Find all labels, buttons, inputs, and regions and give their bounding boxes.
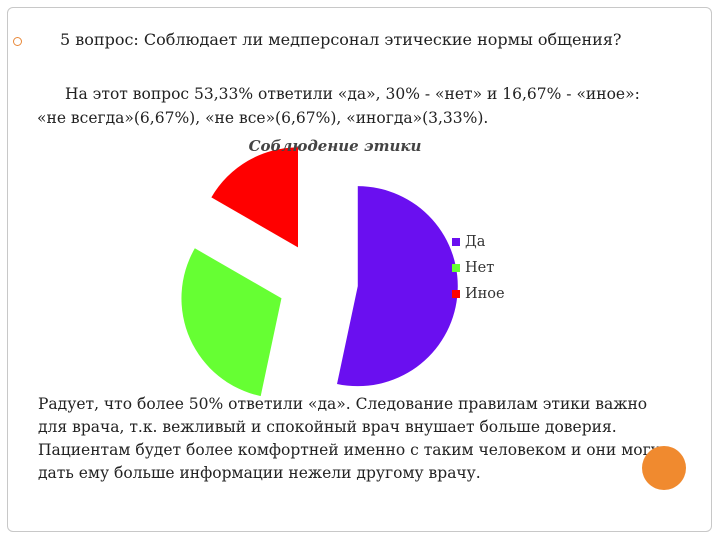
conclusion-text: Радует, что более 50% ответили «да». Сле… <box>38 395 669 482</box>
decorative-orange-circle <box>642 446 686 490</box>
pie-slice-2 <box>181 248 282 397</box>
legend-label: Да <box>465 234 486 250</box>
bullet-icon <box>13 37 22 46</box>
pie-slice-3 <box>211 147 298 248</box>
answer-text: На этот вопрос 53,33% ответили «да», 30%… <box>37 82 707 130</box>
question-text: 5 вопрос: Соблюдает ли медперсонал этиче… <box>60 30 622 49</box>
legend-item-2: Нет <box>452 255 505 281</box>
answer-line-2: «не всегда»(6,67%), «не все»(6,67%), «ин… <box>37 109 489 127</box>
legend-swatch <box>452 290 460 298</box>
legend-label: Нет <box>465 260 495 276</box>
legend-item-1: Да <box>452 229 505 255</box>
pie-slice-1 <box>337 186 458 387</box>
legend-item-3: Иное <box>452 281 505 307</box>
answer-line-1: На этот вопрос 53,33% ответили «да», 30%… <box>65 85 640 103</box>
chart-title: Соблюдение этики <box>248 137 422 155</box>
legend-swatch <box>452 238 460 246</box>
slide-frame <box>7 7 712 532</box>
chart-legend: Да Нет Иное <box>452 229 505 307</box>
legend-label: Иное <box>465 286 505 302</box>
legend-swatch <box>452 264 460 272</box>
